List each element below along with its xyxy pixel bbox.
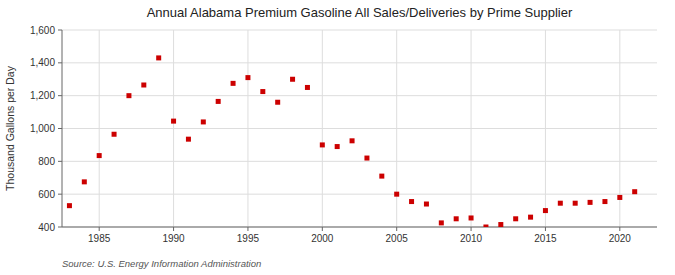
point [543,208,548,213]
grid-line [62,30,657,31]
point [498,222,503,227]
point [97,153,102,158]
tick-label: 800 [38,156,55,167]
tick-mark [58,194,62,195]
tick-mark [545,227,546,231]
grid-line [471,30,472,227]
grid-line [545,30,546,227]
grid-line [62,227,657,228]
point [156,55,161,60]
point [260,89,265,94]
point [573,201,578,206]
tick-label: 1990 [162,233,185,244]
point [67,203,72,208]
point [409,199,414,204]
tick-mark [619,227,620,231]
tick-mark [322,227,323,231]
tick-mark [99,227,100,231]
tick-label: 2000 [311,233,334,244]
tick-mark [247,227,248,231]
point [186,137,191,142]
point [513,216,518,221]
point [216,99,221,104]
point [454,216,459,221]
tick-mark [58,95,62,96]
point [483,225,488,228]
grid-line [99,30,100,227]
title: Annual Alabama Premium Gasoline All Sale… [147,5,573,20]
points [67,55,637,227]
grid-line [62,128,657,129]
point [439,220,444,225]
x-axis-line [62,227,657,228]
tick-label: 1,400 [30,57,55,68]
grid [62,30,657,227]
tick-label: 1985 [88,233,111,244]
tick-mark [173,227,174,231]
grid-line [62,62,657,63]
tick-label: 2015 [534,233,557,244]
point [588,200,593,205]
point [364,156,369,161]
axes: 400 600 800 1,000 1,200 1,400 1,600 1985 1990 199… [30,25,657,245]
tick-mark [396,227,397,231]
tick-mark [58,227,62,228]
point [617,195,622,200]
grid-line [173,30,174,227]
point [275,100,280,105]
chart: 400 600 800 1,000 1,200 1,400 1,600 1985 1990 199… [0,0,675,275]
point [126,93,131,98]
tick-label: 1,200 [30,90,55,101]
tick-mark [471,227,472,231]
point [231,81,236,86]
point [112,132,117,137]
point [528,215,533,220]
point [602,199,607,204]
tick-label: 400 [38,222,55,233]
point [171,119,176,124]
point [82,179,87,184]
grid-line [62,194,657,195]
point [424,202,429,207]
point [320,142,325,147]
tick-label: 1,600 [30,25,55,36]
grid-line [247,30,248,227]
point [201,119,206,124]
point [558,201,563,206]
point [305,85,310,90]
tick-mark [58,62,62,63]
tick-mark [58,30,62,31]
grid-line [62,161,657,162]
tick-label: 600 [38,189,55,200]
tick-label: 2020 [609,233,632,244]
source-note: Source: U.S. Energy Information Administ… [62,258,261,269]
tick-label: 1995 [237,233,260,244]
tick-mark [58,161,62,162]
grid-line [62,95,657,96]
tick-label: 2010 [460,233,483,244]
tick-label: 2005 [386,233,409,244]
point [379,174,384,179]
point [469,215,474,220]
point [290,77,295,82]
point [335,144,340,149]
y-axis-label: Thousand Gallons per Day [4,65,16,191]
grid-line [322,30,323,227]
point [350,138,355,143]
grid-line [396,30,397,227]
point [632,189,637,194]
tick-label: 1,000 [30,123,55,134]
point [141,82,146,87]
point [394,192,399,197]
point [245,75,250,80]
y-axis-line [62,30,63,227]
tick-mark [58,128,62,129]
